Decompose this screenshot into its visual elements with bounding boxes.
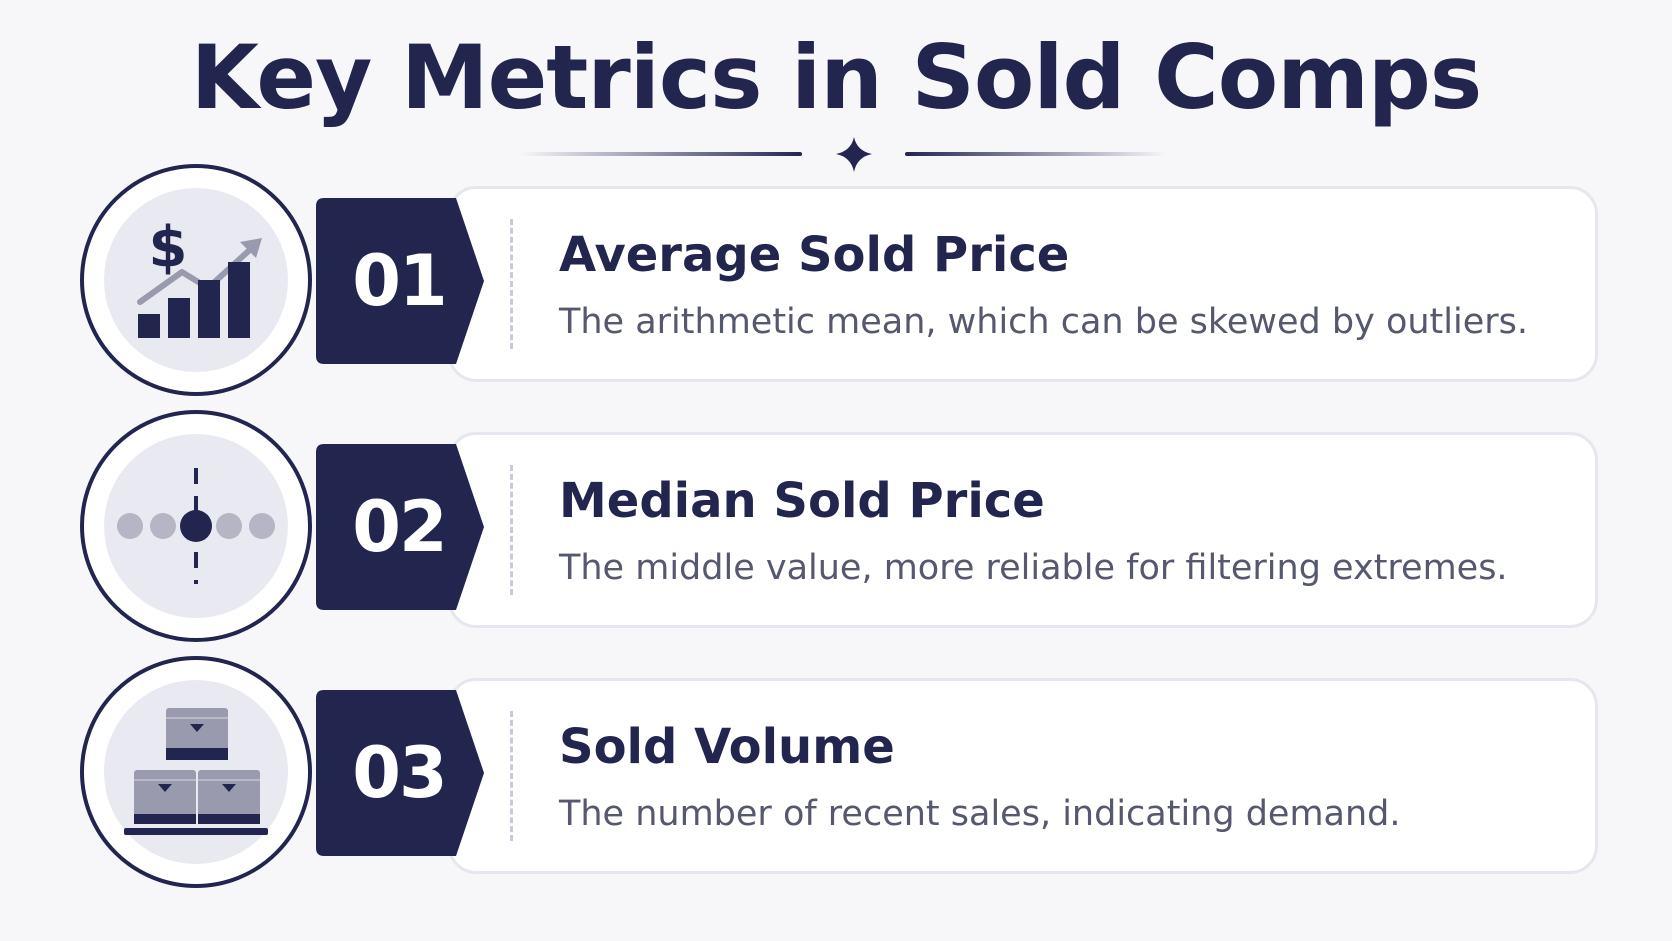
metric-card: Median Sold Price The middle value, more… xyxy=(448,432,1598,628)
badge-number: 01 xyxy=(352,240,447,322)
metric-card: Average Sold Price The arithmetic mean, … xyxy=(448,186,1598,382)
icon-circle xyxy=(80,656,312,888)
card-separator xyxy=(510,219,513,349)
sparkle-icon xyxy=(836,137,872,172)
dollar-chart-icon: $ xyxy=(137,215,262,338)
card-separator xyxy=(510,465,513,595)
metric-title: Average Sold Price xyxy=(559,227,1070,283)
number-badge: 03 xyxy=(316,690,496,856)
metric-row-volume: Sold Volume The number of recent sales, … xyxy=(80,656,1600,888)
page-title: Key Metrics in Sold Comps xyxy=(190,26,1483,129)
metric-row-median: Median Sold Price The middle value, more… xyxy=(80,410,1600,642)
title-divider xyxy=(520,137,1167,172)
metric-card: Sold Volume The number of recent sales, … xyxy=(448,678,1598,874)
badge-number: 02 xyxy=(352,486,447,568)
metric-title: Sold Volume xyxy=(559,719,895,775)
icon-circle: $ xyxy=(80,164,312,396)
metric-description: The arithmetic mean, which can be skewed… xyxy=(559,302,1528,342)
metric-title: Median Sold Price xyxy=(559,473,1045,529)
icon-circle xyxy=(80,410,312,642)
badge-number: 03 xyxy=(352,732,447,814)
card-separator xyxy=(510,711,513,841)
svg-text:$: $ xyxy=(149,215,188,280)
median-dots-icon xyxy=(117,468,275,584)
metric-row-average: Average Sold Price The arithmetic mean, … xyxy=(80,164,1600,396)
boxes-icon xyxy=(124,708,268,835)
metric-description: The number of recent sales, indicating d… xyxy=(559,794,1401,834)
number-badge: 01 xyxy=(316,198,496,364)
number-badge: 02 xyxy=(316,444,496,610)
metric-description: The middle value, more reliable for filt… xyxy=(559,548,1508,588)
